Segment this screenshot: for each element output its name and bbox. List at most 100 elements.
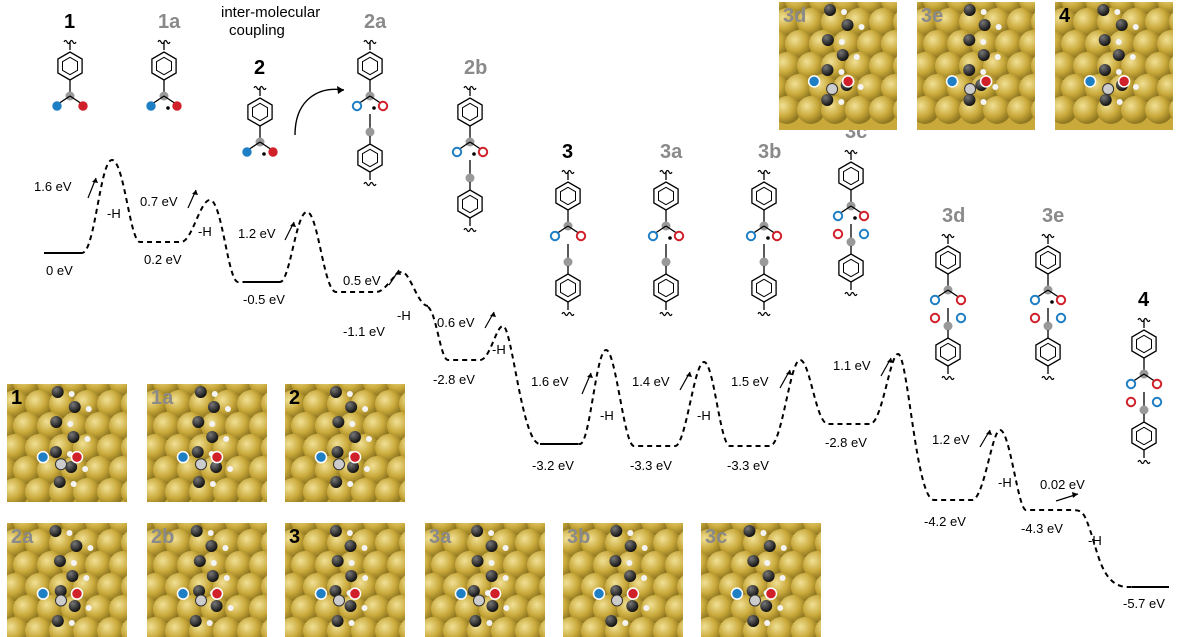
gold-atom: [701, 617, 723, 637]
snapshot-content: [147, 523, 267, 637]
carbon-ball: [333, 594, 345, 607]
surface-bond-squiggle: [844, 291, 858, 297]
gold-atom: [701, 551, 711, 579]
gold-atom: [237, 390, 265, 418]
gold-atom: [797, 8, 825, 36]
level-label: -2.8 eV: [433, 372, 475, 387]
carbon-ball: [485, 540, 498, 552]
snapshot-panel-4: 4: [1055, 2, 1173, 130]
carbon-ball: [331, 446, 344, 458]
benzene-ring: [935, 245, 961, 275]
oxygen-atom: [172, 101, 182, 111]
carbon-atom: [1043, 321, 1053, 331]
carbon-ball: [747, 615, 760, 627]
gold-atom: [237, 434, 265, 462]
gold-atom: [7, 390, 29, 418]
gold-atom: [285, 617, 307, 637]
snapshot-label: 3b: [567, 526, 590, 548]
nitrogen-ball: [314, 450, 328, 464]
gold-atom: [121, 436, 127, 460]
gold-atom: [935, 8, 963, 36]
barrier-arrowhead: [395, 270, 401, 275]
carbon-ball: [763, 540, 776, 552]
barrier-arrowhead: [887, 358, 893, 363]
nitrogen-ball: [314, 587, 328, 600]
gold-atom: [707, 551, 735, 579]
gold-atom: [153, 595, 181, 623]
gold-atom: [363, 551, 391, 579]
gold-atom: [1055, 74, 1065, 102]
gold-atom: [225, 412, 253, 440]
gold-atom: [153, 551, 181, 579]
level-label: -2.8 eV: [825, 435, 867, 450]
gold-atom: [61, 412, 89, 440]
nitrogen-atom: [745, 230, 757, 242]
gold-atom: [147, 617, 169, 637]
carbon-ball: [192, 416, 205, 428]
gold-atom: [1169, 100, 1173, 120]
gold-atom: [399, 575, 405, 599]
carbon-ball: [53, 476, 66, 488]
benzene-ring: [457, 189, 483, 219]
gold-atom: [225, 456, 253, 484]
gold-atom: [121, 531, 127, 555]
gold-atom: [791, 617, 819, 637]
level-labels: 0 eV 0.2 eV -0.5 eV -1.1 eV -2.8 eV -3.2…: [46, 252, 1165, 611]
gold-atom: [13, 412, 41, 440]
carbon-ball: [473, 594, 485, 607]
level-label: 0.2 eV: [144, 252, 182, 267]
gold-atom: [121, 619, 127, 637]
gold-atom: [147, 529, 169, 557]
hydrogen-ball: [1129, 54, 1136, 60]
nitrogen-atom: [1151, 396, 1163, 408]
hydrogen-ball: [346, 530, 353, 536]
gold-atom: [285, 478, 307, 502]
hydrogen-ball: [502, 575, 509, 581]
gold-atom: [147, 456, 157, 484]
gold-atom: [443, 617, 471, 637]
gold-atom: [1169, 56, 1173, 76]
gold-atom: [503, 595, 531, 623]
gold-atom: [1055, 96, 1077, 124]
gold-atom: [845, 96, 873, 124]
carbon-ball: [762, 570, 775, 582]
hydrogen-ball: [980, 69, 987, 75]
snapshot-panel-3b: 3b: [563, 523, 683, 637]
carbon-atom: [465, 173, 475, 183]
benzene-inner-ring: [560, 278, 576, 298]
benzene-ring: [751, 181, 777, 211]
hydrogen-ball: [84, 436, 91, 442]
gold-atom: [917, 30, 927, 58]
gold-atom: [1061, 30, 1089, 58]
gold-atom: [7, 456, 17, 484]
gold-atom: [363, 412, 391, 440]
carbon-ball: [1115, 19, 1128, 31]
gold-atom: [995, 74, 1023, 102]
hydrogen-ball: [502, 545, 509, 551]
hydrogen-ball: [838, 99, 845, 105]
nitrogen-atom: [1055, 312, 1067, 324]
gold-atom: [491, 529, 519, 557]
gold-atom: [73, 617, 101, 637]
snapshot-panel-3: 3: [285, 523, 405, 637]
carbon-atom: [1139, 405, 1149, 415]
gold-atom: [923, 74, 951, 102]
barrier-arrowhead: [587, 373, 593, 378]
molecule-m1a: 1a: [146, 11, 182, 111]
snapshot-content: [425, 523, 545, 637]
surface-bond-squiggle: [941, 375, 955, 381]
hydrogen-ball: [779, 575, 786, 581]
barrier-arrowhead: [92, 178, 98, 183]
barrier-label: 1.2 eV: [932, 432, 970, 447]
gold-atom: [387, 551, 405, 579]
gold-atom: [629, 617, 657, 637]
hydrogen-ball: [227, 466, 234, 472]
gold-atom: [515, 529, 543, 557]
carbon-ball: [977, 49, 990, 61]
hydrogen-ball: [223, 575, 230, 581]
gold-atom: [539, 575, 545, 599]
hydrogen-ball: [365, 436, 372, 442]
benzene-inner-ring: [1040, 250, 1056, 270]
carbon-ball: [611, 594, 623, 607]
benzene-inner-ring: [658, 278, 674, 298]
